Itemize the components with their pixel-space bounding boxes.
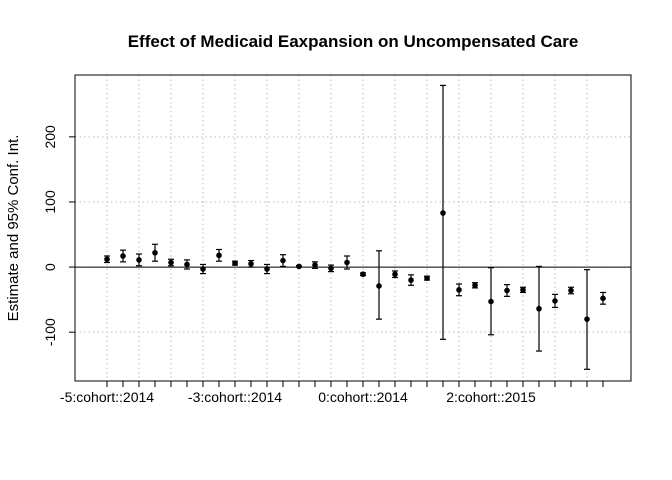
y-axis: -100 0 100 200 — [42, 125, 75, 346]
estimate-point — [584, 316, 590, 322]
x-tick-label: 2:cohort::2015 — [446, 389, 536, 405]
estimate-point — [504, 287, 510, 294]
estimate-point — [520, 287, 526, 293]
estimate-point — [104, 256, 110, 263]
estimate-point — [472, 282, 478, 289]
estimate-point — [312, 262, 318, 268]
estimate-point — [600, 295, 606, 302]
estimate-point — [552, 298, 558, 304]
grid-lines — [75, 75, 631, 381]
x-axis: -5:cohort::2014 -3:cohort::2014 0:cohort::… — [60, 381, 604, 405]
estimate-point — [328, 265, 334, 272]
estimate-point — [536, 305, 542, 312]
estimate-point — [568, 287, 574, 294]
estimate-point — [216, 252, 222, 259]
x-tick-label: 0:cohort::2014 — [318, 389, 408, 405]
estimate-point — [184, 261, 190, 268]
estimate-point — [152, 249, 158, 256]
confidence-intervals — [104, 84, 606, 370]
estimate-point — [344, 259, 350, 266]
point-estimates — [104, 210, 606, 322]
plot-frame — [74, 74, 632, 382]
estimate-point — [440, 210, 446, 216]
y-tick-label: -100 — [42, 318, 58, 346]
x-tick-label: -5:cohort::2014 — [60, 389, 154, 405]
estimate-point — [424, 275, 430, 281]
estimate-point — [120, 253, 126, 259]
x-tick-label: -3:cohort::2014 — [188, 389, 282, 405]
estimate-point — [136, 257, 142, 263]
y-axis-label: Estimate and 95% Conf. Int. — [5, 135, 22, 322]
estimate-point — [200, 266, 206, 272]
estimate-point — [392, 271, 398, 278]
estimate-point — [232, 260, 238, 266]
estimate-point — [248, 261, 254, 267]
chart-title: Effect of Medicaid Eaxpansion on Uncompe… — [128, 32, 579, 51]
y-tick-label: 200 — [42, 125, 58, 149]
estimate-point — [408, 277, 414, 283]
estimate-point — [280, 257, 286, 264]
estimate-point — [168, 259, 174, 266]
estimate-point — [488, 298, 494, 305]
estimate-point — [360, 271, 366, 278]
estimate-point — [456, 287, 462, 293]
estimate-point — [376, 283, 382, 289]
y-tick-label: 100 — [42, 190, 58, 214]
estimate-point — [296, 263, 302, 270]
y-tick-label: 0 — [42, 263, 58, 271]
estimate-point — [264, 266, 270, 272]
